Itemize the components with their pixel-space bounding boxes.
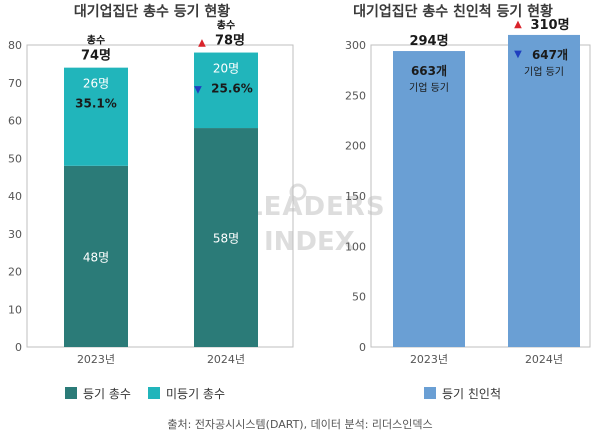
company-caption-label: 기업 등기 <box>524 65 564 78</box>
chart-title: 대기업집단 총수 친인척 등기 현황 <box>353 3 553 20</box>
chart-canvas: LEADERS INDEX 대기업집단 총수 등기 현황 0 10 20 30 40 50 6… <box>8 3 591 401</box>
source-footer: 출처: 전자공시시스템(DART), 데이터 분석: 리더스인덱스 <box>167 418 433 431</box>
plot-frame <box>26 44 294 348</box>
leaders-index-watermark: LEADERS INDEX <box>246 183 386 257</box>
company-count-label: 647개 <box>532 48 568 62</box>
legend-swatch <box>148 387 160 399</box>
chart-2: 대기업집단 총수 친인척 등기 현황 0 50 100 150 200 250 300 2023… <box>345 3 591 401</box>
trend-up-icon: ▲ <box>198 38 206 49</box>
bar-relatives <box>393 51 465 347</box>
x-tick-label: 2024년 <box>207 353 245 366</box>
legend-label: 등기 총수 <box>83 387 131 401</box>
legend-swatch <box>65 387 77 399</box>
total-prefix-label: 총수 <box>217 19 235 32</box>
total-value-label: 74명 <box>81 48 111 64</box>
bar-value-label: 20명 <box>213 62 239 76</box>
y-tick-label: 40 <box>8 190 22 203</box>
bar-unregistered <box>194 52 258 129</box>
y-tick-label: 60 <box>8 115 22 128</box>
x-tick-label: 2023년 <box>410 353 448 366</box>
total-value-label: 78명 <box>215 33 245 49</box>
bar-unregistered <box>64 67 128 166</box>
trend-down-icon: ▼ <box>194 85 202 96</box>
unregistered-share-label: 35.1% <box>75 97 117 111</box>
bar-value-label: 26명 <box>83 77 109 91</box>
svg-text:INDEX: INDEX <box>264 227 355 257</box>
y-tick-label: 250 <box>345 89 366 102</box>
bar-registered <box>194 128 258 347</box>
total-prefix-label: 총수 <box>87 34 105 47</box>
bar-relatives <box>508 34 580 347</box>
legend-label: 미등기 총수 <box>166 387 225 401</box>
legend-label: 등기 친인척 <box>442 387 501 401</box>
y-tick-label: 50 <box>352 291 366 304</box>
trend-down-icon: ▼ <box>514 49 522 60</box>
x-tick-label: 2024년 <box>525 353 563 366</box>
y-tick-label: 50 <box>8 152 22 165</box>
plot-frame <box>370 44 591 348</box>
legend-swatch <box>424 387 436 399</box>
y-tick-label: 70 <box>8 77 22 90</box>
svg-text:LEADERS: LEADERS <box>246 192 386 222</box>
trend-up-icon: ▲ <box>514 19 522 30</box>
y-tick-label: 20 <box>8 266 22 279</box>
y-tick-label: 200 <box>345 140 366 153</box>
bar-value-label: 294명 <box>409 33 448 49</box>
bar-registered <box>64 165 128 347</box>
y-tick-label: 300 <box>345 39 366 52</box>
bar-value-label: 58명 <box>213 232 239 246</box>
x-tick-label: 2023년 <box>77 353 115 366</box>
company-caption-label: 기업 등기 <box>409 81 449 94</box>
company-count-label: 663개 <box>411 64 447 78</box>
chart-title: 대기업집단 총수 등기 현황 <box>74 3 230 20</box>
y-tick-label: 0 <box>15 341 22 354</box>
bar-value-label: 48명 <box>83 250 109 264</box>
y-tick-label: 10 <box>8 303 22 316</box>
chart-1: 대기업집단 총수 등기 현황 0 10 20 30 40 50 60 70 80 2023년 2024… <box>8 3 294 401</box>
bar-value-label: 310명 <box>530 17 569 33</box>
unregistered-share-label: 25.6% <box>211 82 253 96</box>
y-tick-label: 100 <box>345 240 366 253</box>
y-tick-label: 80 <box>8 39 22 52</box>
y-tick-label: 150 <box>345 190 366 203</box>
y-tick-label: 30 <box>8 228 22 241</box>
y-tick-label: 0 <box>359 341 366 354</box>
